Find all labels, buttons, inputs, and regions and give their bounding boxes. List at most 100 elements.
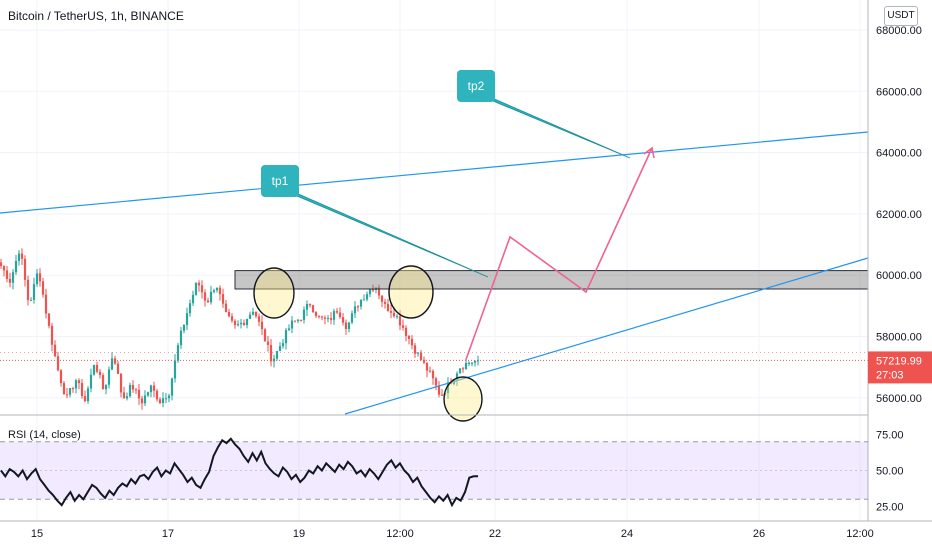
candle-body	[266, 341, 270, 345]
candle-body	[344, 322, 348, 330]
candle-body	[353, 306, 357, 314]
candle-body	[305, 303, 309, 310]
candle-body	[383, 301, 387, 304]
candle-body	[335, 311, 339, 313]
candle-body	[59, 370, 63, 384]
candle-body	[20, 253, 24, 259]
price-tick-label: 68000.00	[876, 25, 922, 37]
candle-body	[224, 303, 228, 313]
rsi-tick-label: 25.00	[876, 502, 904, 514]
candle-body	[86, 388, 90, 402]
candle-body	[11, 272, 15, 283]
candle-body	[338, 312, 342, 318]
currency-button[interactable]: USDT	[884, 6, 918, 26]
upper-trendline[interactable]	[0, 131, 869, 214]
candle-body	[134, 389, 138, 391]
price-tick-label: 62000.00	[876, 209, 922, 221]
last-price-label: 57219.99	[876, 355, 922, 367]
candle-body	[317, 315, 321, 317]
candle-body	[326, 318, 330, 320]
highlight-circle[interactable]	[443, 376, 483, 422]
candle-body	[461, 368, 465, 370]
candle-body	[287, 328, 291, 331]
price-tick-label: 58000.00	[876, 332, 922, 344]
candle-body	[419, 352, 423, 360]
price-tick-label: 60000.00	[876, 270, 922, 282]
candle-body	[356, 306, 360, 308]
candle-body	[422, 359, 426, 363]
rsi-label: RSI (14, close)	[8, 429, 81, 441]
candle-body	[260, 321, 264, 330]
candle-body	[185, 313, 189, 325]
candle-body	[467, 362, 471, 364]
target-box[interactable]	[457, 70, 495, 102]
candle-body	[410, 338, 414, 346]
candle-body	[275, 350, 279, 359]
candle-body	[455, 373, 459, 380]
candle-body	[248, 314, 252, 319]
target-box[interactable]	[261, 165, 299, 197]
candle-body	[209, 291, 213, 303]
time-tick-label: 26	[753, 528, 765, 540]
candle-body	[110, 358, 114, 370]
candle-body	[35, 273, 39, 285]
candle-body	[233, 320, 237, 326]
candle-body	[56, 356, 60, 371]
candle-body	[380, 295, 384, 302]
last-price-tag	[868, 351, 932, 384]
candle-body	[140, 398, 144, 404]
candle-body	[386, 303, 390, 312]
candle-body	[41, 281, 45, 295]
candle-body	[203, 292, 207, 301]
candle-body	[107, 369, 111, 385]
candle-body	[413, 345, 417, 354]
candle-body	[428, 370, 432, 372]
candle-body	[8, 278, 12, 283]
candle-body	[254, 311, 258, 317]
projected-path[interactable]	[465, 147, 653, 360]
candle-body	[68, 388, 72, 395]
highlight-circle[interactable]	[253, 267, 295, 319]
candle-body	[38, 273, 42, 282]
candle-body	[239, 322, 243, 325]
rsi-tick-label: 75.00	[876, 430, 904, 442]
candle-body	[401, 325, 405, 328]
candle-body	[263, 329, 267, 342]
candle-body	[47, 313, 51, 326]
tp1-label: tp1	[272, 174, 289, 188]
candle-body	[278, 346, 282, 351]
lower-trendline[interactable]	[344, 257, 869, 415]
candle-body	[182, 324, 186, 331]
target-pointer	[286, 188, 489, 278]
candle-body	[230, 316, 234, 321]
countdown-label: 27:03	[876, 369, 904, 381]
candle-body	[89, 374, 93, 389]
candle-body	[290, 320, 294, 329]
candle-body	[206, 300, 210, 303]
candle-body	[227, 312, 231, 317]
candle-body	[0, 262, 3, 267]
candle-body	[113, 358, 117, 364]
candle-body	[179, 330, 183, 346]
candle-body	[164, 398, 168, 400]
candle-body	[2, 266, 6, 271]
candle-body	[296, 319, 300, 321]
tp2-label: tp2	[468, 79, 485, 93]
candle-body	[404, 327, 408, 336]
rsi-band	[0, 441, 868, 500]
time-tick-label: 22	[489, 528, 501, 540]
candle-body	[212, 290, 216, 292]
candle-body	[293, 320, 297, 322]
candle-body	[71, 388, 75, 390]
candle-body	[320, 316, 324, 318]
highlight-circle[interactable]	[388, 265, 434, 319]
candle-body	[323, 317, 327, 319]
candle-body	[53, 344, 57, 357]
price-tick-label: 64000.00	[876, 148, 922, 160]
target-pointer	[482, 93, 631, 159]
projected-path-arrowhead	[643, 146, 655, 159]
candle-body	[221, 294, 225, 304]
candle-body	[329, 318, 333, 320]
